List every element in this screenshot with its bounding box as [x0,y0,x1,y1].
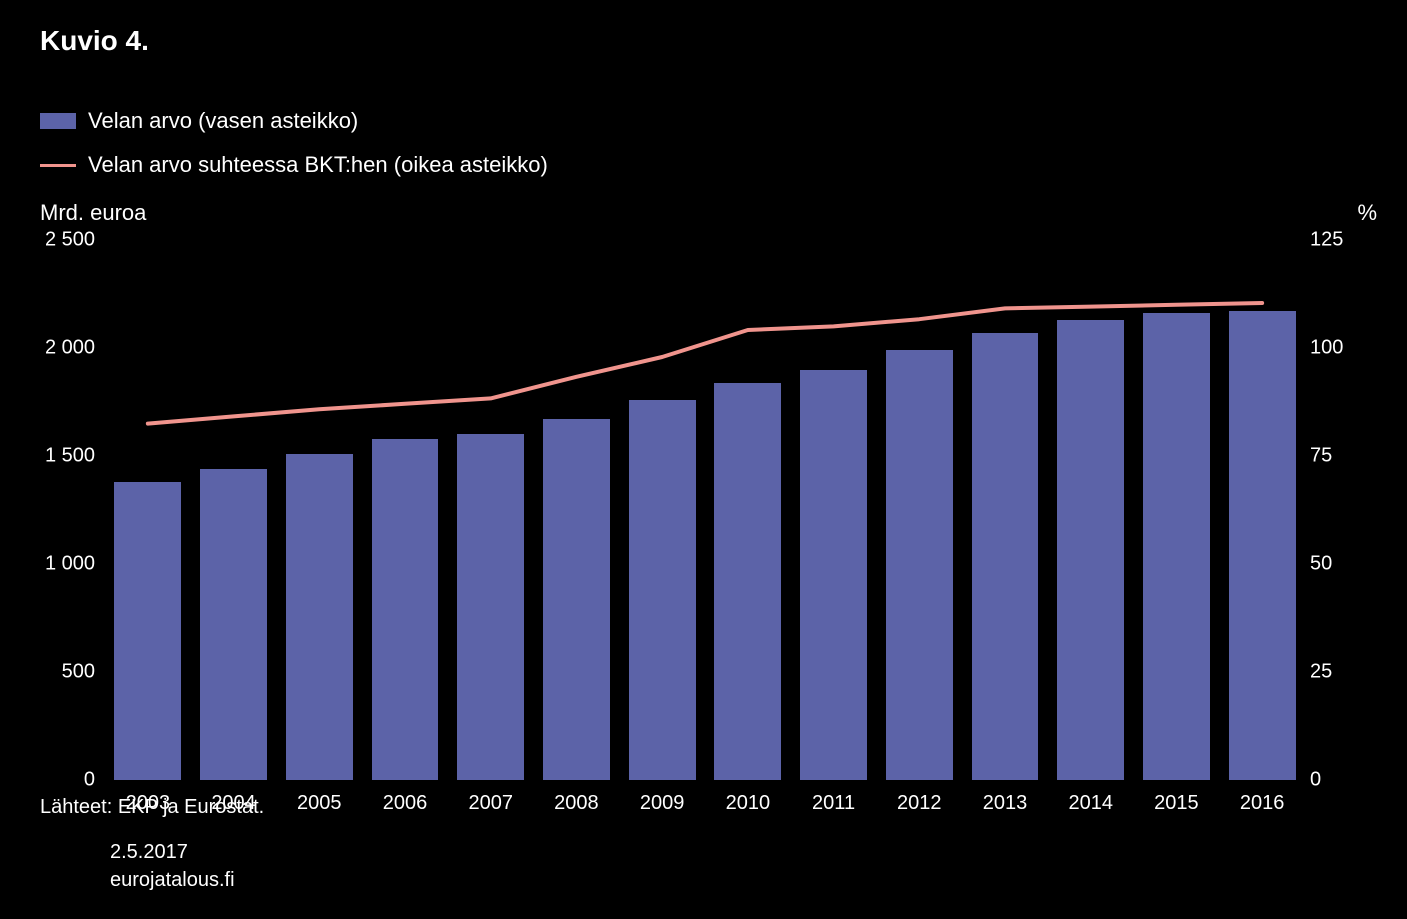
bar [886,350,953,780]
y-tick-left: 2 500 [40,229,95,252]
x-tick: 2012 [897,792,942,815]
legend-item-bars: Velan arvo (vasen asteikko) [40,108,548,134]
bar [286,454,353,780]
footer: 2.5.2017 eurojatalous.fi [110,838,235,894]
chart-title: Kuvio 4. [40,25,149,57]
y-tick-right: 50 [1310,553,1350,576]
x-tick: 2015 [1154,792,1199,815]
y-tick-left: 1 500 [40,445,95,468]
sources-label: Lähteet: EKP ja Eurostat. [40,796,264,819]
y-tick-left: 500 [40,661,95,684]
x-tick: 2009 [640,792,685,815]
legend-item-line: Velan arvo suhteessa BKT:hen (oikea aste… [40,152,548,178]
x-tick: 2016 [1240,792,1285,815]
bar [972,333,1039,780]
legend-swatch-line [40,164,76,167]
x-tick: 2007 [468,792,513,815]
bar [457,434,524,780]
y-tick-right: 75 [1310,445,1350,468]
x-tick: 2011 [812,792,855,815]
y-tick-left: 1 000 [40,553,95,576]
legend: Velan arvo (vasen asteikko) Velan arvo s… [40,108,548,196]
chart-container: Kuvio 4. Velan arvo (vasen asteikko) Vel… [0,0,1407,919]
footer-date: 2.5.2017 [110,838,235,866]
bar [1143,313,1210,780]
legend-swatch-bar [40,113,76,129]
plot-area: 05001 0001 5002 0002 5000255075100125200… [105,240,1305,780]
bar [1057,320,1124,780]
x-tick: 2014 [1068,792,1113,815]
y-axis-right-label: % [1357,200,1377,226]
y-tick-right: 25 [1310,661,1350,684]
bar [372,439,439,780]
legend-label-bars: Velan arvo (vasen asteikko) [88,108,358,134]
bar [629,400,696,780]
y-tick-left: 2 000 [40,337,95,360]
bar [200,469,267,780]
footer-site: eurojatalous.fi [110,866,235,894]
bar [714,383,781,780]
bar [114,482,181,780]
bar [800,370,867,780]
legend-label-line: Velan arvo suhteessa BKT:hen (oikea aste… [88,152,548,178]
y-axis-left-label: Mrd. euroa [40,200,146,226]
y-tick-right: 125 [1310,229,1350,252]
x-tick: 2013 [983,792,1028,815]
x-tick: 2005 [297,792,342,815]
bar [1229,311,1296,780]
x-tick: 2010 [726,792,771,815]
x-tick: 2006 [383,792,428,815]
y-tick-right: 0 [1310,769,1350,792]
x-tick: 2008 [554,792,599,815]
bar [543,419,610,780]
y-tick-right: 100 [1310,337,1350,360]
y-tick-left: 0 [40,769,95,792]
